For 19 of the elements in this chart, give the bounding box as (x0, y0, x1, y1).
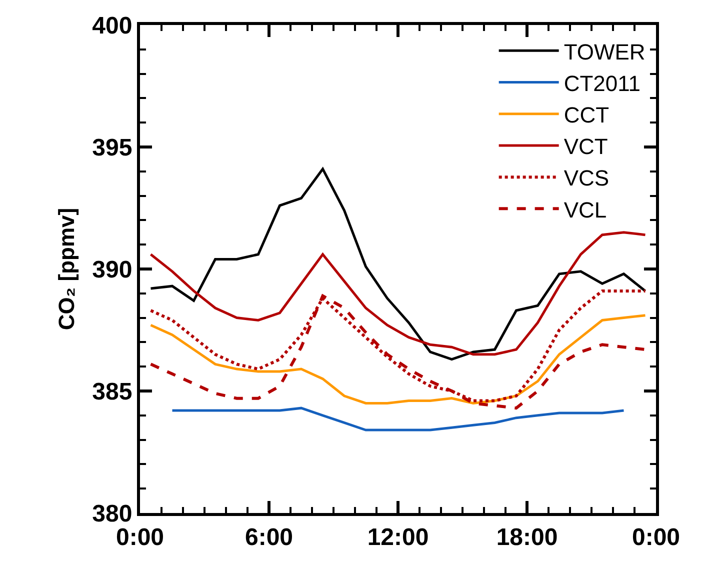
y-tick-label: 395 (92, 134, 132, 162)
y-axis-title: CO₂ [ppmv] (54, 208, 79, 330)
x-tick-label: 18:00 (496, 524, 558, 551)
x-tick-label: 0:00 (632, 524, 680, 551)
line-series (171, 406, 625, 432)
legend-label: TOWER (564, 39, 646, 64)
x-tick-label: 12:00 (367, 524, 429, 551)
x-tick-label: 6:00 (244, 524, 294, 551)
y-tick-label: 390 (92, 256, 132, 284)
line-series (150, 231, 646, 356)
line-series (150, 168, 646, 361)
legend-label: CCT (564, 102, 610, 128)
y-tick-label: 385 (92, 378, 132, 406)
legend-label: VCS (564, 166, 610, 191)
y-tick-label: 400 (92, 12, 132, 40)
legend-label: CT2011 (564, 70, 640, 96)
line-series (150, 314, 646, 404)
legend-label: VCT (564, 134, 608, 160)
legend-label: VCL (564, 197, 607, 222)
